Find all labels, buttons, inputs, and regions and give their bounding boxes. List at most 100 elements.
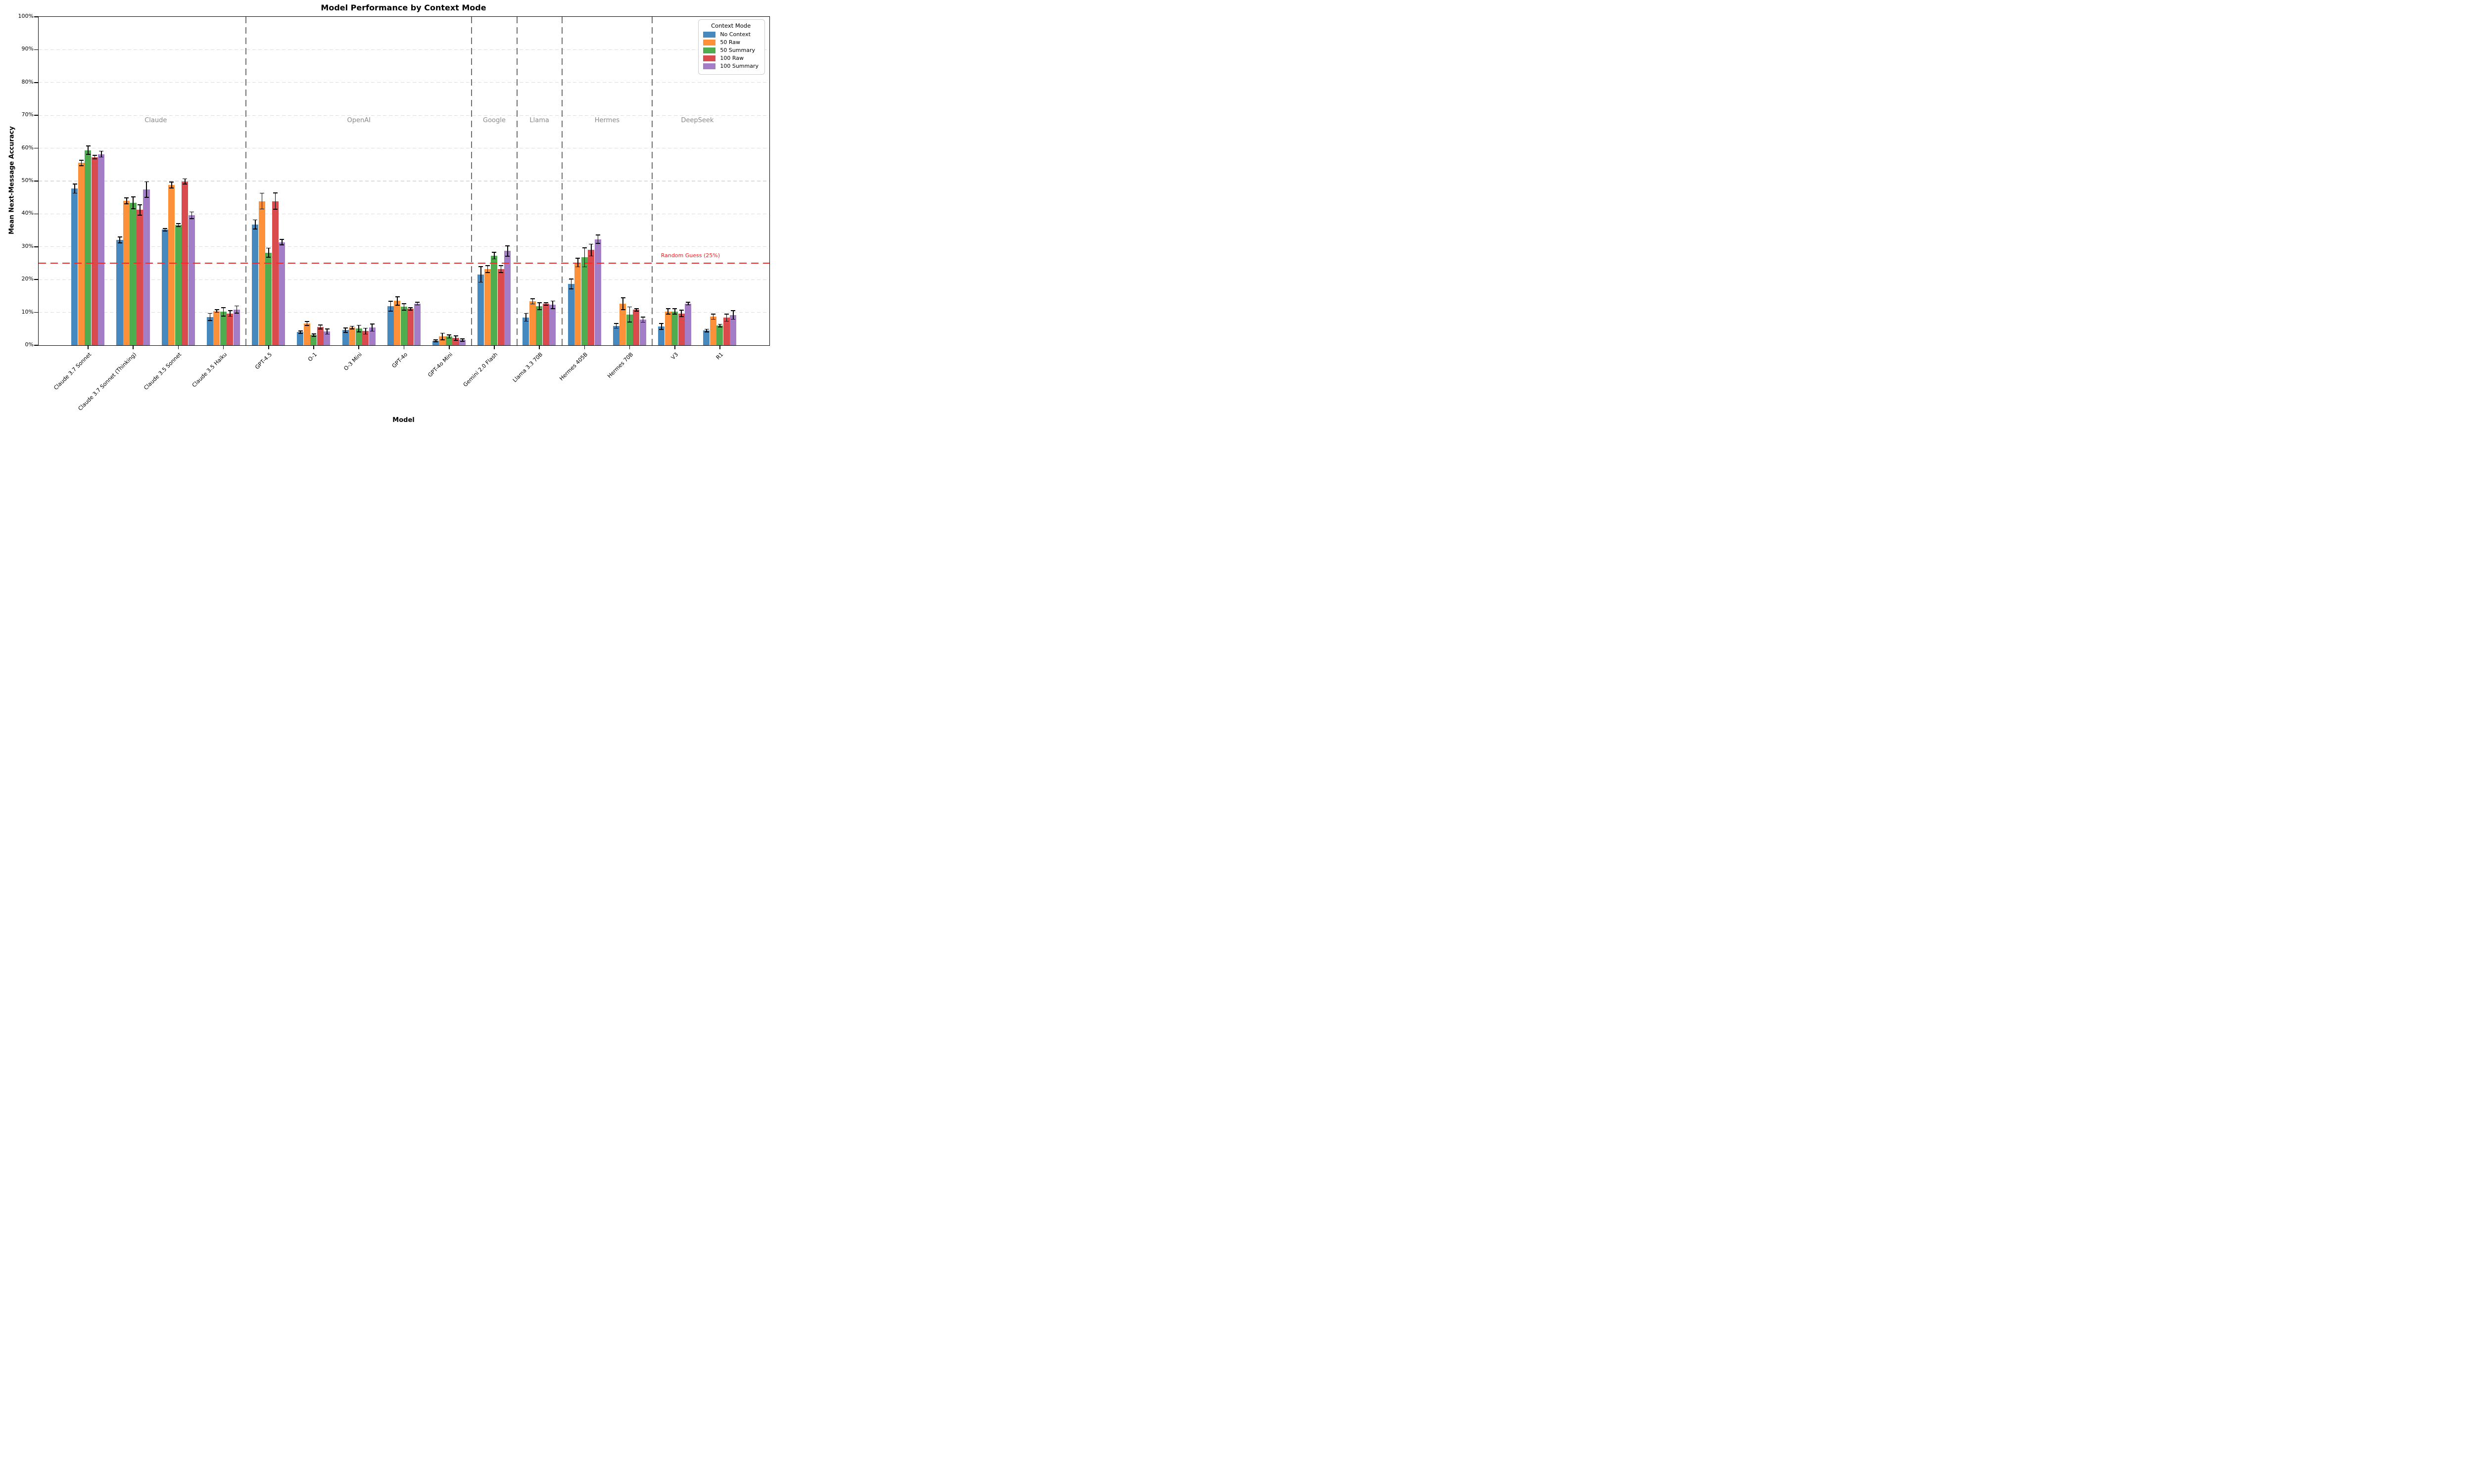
y-tick-mark bbox=[34, 115, 38, 116]
random-guess-line bbox=[39, 262, 769, 264]
error-bar bbox=[185, 179, 186, 184]
bar bbox=[168, 185, 175, 345]
error-bar bbox=[706, 329, 707, 332]
vendor-group-label: Llama bbox=[529, 117, 549, 125]
y-tick-mark bbox=[34, 49, 38, 50]
error-bar bbox=[275, 192, 276, 210]
error-bar bbox=[681, 310, 682, 317]
error-bar-cap bbox=[659, 323, 664, 325]
x-tick-mark bbox=[403, 345, 405, 349]
bar bbox=[206, 317, 213, 345]
error-bar bbox=[216, 310, 217, 313]
y-tick-label: 50% bbox=[21, 177, 34, 184]
error-bar bbox=[101, 151, 102, 157]
error-bar bbox=[455, 335, 456, 341]
bar bbox=[342, 330, 349, 345]
error-bar bbox=[139, 204, 141, 216]
error-bar bbox=[300, 330, 301, 334]
bar bbox=[414, 303, 421, 345]
error-bar-cap bbox=[453, 340, 458, 341]
error-bar bbox=[223, 307, 224, 316]
error-bar bbox=[577, 258, 578, 267]
error-bar-cap bbox=[214, 312, 219, 313]
error-bar-cap bbox=[169, 187, 174, 188]
error-bar bbox=[539, 302, 540, 310]
bar bbox=[523, 317, 529, 345]
y-tick-mark bbox=[34, 246, 38, 247]
error-bar-cap bbox=[79, 165, 84, 166]
error-bar-cap bbox=[478, 266, 483, 267]
bar bbox=[362, 331, 369, 345]
error-bar bbox=[88, 145, 89, 155]
bar bbox=[439, 336, 446, 345]
error-bar-cap bbox=[266, 257, 271, 258]
error-bar bbox=[133, 196, 134, 209]
error-bar bbox=[713, 314, 714, 320]
bar bbox=[633, 310, 640, 345]
legend-label: 50 Summary bbox=[720, 47, 755, 53]
bar bbox=[233, 309, 240, 345]
bar bbox=[504, 251, 511, 345]
error-bar bbox=[667, 309, 669, 314]
vendor-group-label: Hermes bbox=[594, 117, 620, 125]
legend-label: 100 Raw bbox=[720, 55, 744, 61]
y-tick-label: 0% bbox=[25, 341, 34, 348]
error-bar-cap bbox=[544, 305, 549, 306]
bar bbox=[536, 306, 543, 345]
error-bar-cap bbox=[144, 197, 149, 198]
error-bar-cap bbox=[169, 182, 174, 183]
error-bar-cap bbox=[350, 328, 355, 329]
error-bar-cap bbox=[505, 256, 510, 257]
error-bar bbox=[442, 333, 443, 340]
legend-item: 100 Raw bbox=[703, 55, 759, 61]
error-bar bbox=[345, 327, 346, 333]
error-bar bbox=[674, 309, 675, 314]
error-bar-cap bbox=[672, 308, 677, 310]
x-tick-mark bbox=[133, 345, 134, 349]
bar bbox=[671, 311, 678, 345]
error-bar-cap bbox=[343, 332, 348, 333]
error-bar-cap bbox=[711, 319, 715, 320]
error-bar-cap bbox=[214, 309, 219, 311]
error-bar-cap bbox=[589, 255, 594, 257]
error-bar-cap bbox=[569, 278, 573, 279]
error-bar-cap bbox=[311, 336, 316, 337]
vendor-divider bbox=[516, 17, 518, 345]
error-bar bbox=[236, 306, 238, 313]
error-bar bbox=[171, 182, 172, 188]
bar bbox=[658, 326, 665, 345]
legend-swatch bbox=[703, 55, 716, 61]
x-tick-mark bbox=[539, 345, 540, 349]
error-bar bbox=[74, 184, 75, 193]
error-bar bbox=[629, 307, 630, 322]
vendor-divider bbox=[561, 17, 563, 345]
bar bbox=[175, 225, 182, 345]
error-bar-cap bbox=[724, 314, 729, 315]
error-bar-cap bbox=[731, 310, 736, 312]
legend-item: 50 Raw bbox=[703, 39, 759, 46]
error-bar bbox=[719, 324, 720, 327]
error-bar-cap bbox=[731, 319, 736, 320]
bar bbox=[574, 262, 581, 345]
x-tick-mark bbox=[494, 345, 495, 349]
bar bbox=[355, 328, 362, 345]
x-tick-mark bbox=[178, 345, 179, 349]
y-gridline bbox=[39, 279, 769, 280]
error-bar-cap bbox=[634, 311, 639, 312]
y-tick-label: 10% bbox=[21, 308, 34, 315]
error-bar-cap bbox=[86, 154, 91, 155]
bar bbox=[98, 154, 105, 345]
vendor-divider bbox=[245, 17, 247, 345]
bar bbox=[324, 331, 331, 345]
error-bar-cap bbox=[530, 303, 535, 305]
legend-swatch bbox=[703, 31, 716, 38]
error-bar-cap bbox=[641, 317, 646, 318]
error-bar bbox=[622, 297, 623, 310]
error-bar-cap bbox=[221, 316, 226, 317]
error-bar-cap bbox=[724, 321, 729, 322]
error-bar-cap bbox=[544, 302, 549, 303]
error-bar-cap bbox=[537, 302, 542, 303]
y-gridline bbox=[39, 49, 769, 50]
error-bar bbox=[487, 265, 488, 273]
error-bar-cap bbox=[666, 314, 670, 315]
